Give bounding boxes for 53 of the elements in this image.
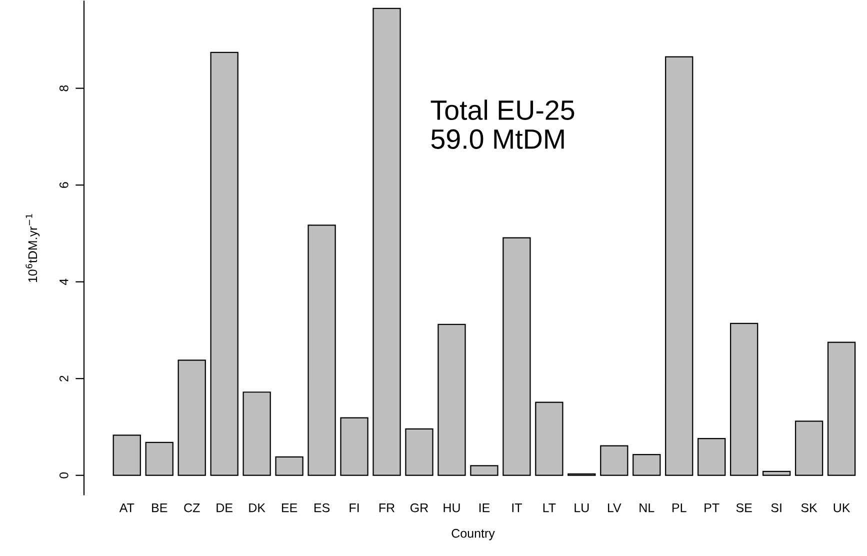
bar <box>340 417 368 476</box>
x-axis-title: Country <box>452 528 495 540</box>
x-tick-label: CZ <box>184 503 200 512</box>
bar <box>438 324 466 476</box>
bar <box>698 438 726 476</box>
bar <box>242 392 271 476</box>
bar <box>600 445 628 476</box>
bar <box>210 52 238 476</box>
x-tick-label: BE <box>152 503 168 512</box>
y-tick-label: 0 <box>59 472 68 478</box>
bar <box>308 224 336 476</box>
x-tick-label: FR <box>379 503 395 512</box>
x-tick-label: FI <box>350 503 359 512</box>
x-tick-label: UK <box>834 503 850 512</box>
x-tick-label: EE <box>282 503 298 512</box>
y-tick-label: 6 <box>59 182 68 188</box>
bar <box>762 470 791 476</box>
x-tick-label: IT <box>512 503 522 512</box>
x-tick-label: AT <box>119 503 134 512</box>
x-tick-label: DE <box>216 503 232 512</box>
bar <box>665 56 694 476</box>
x-tick-label: LT <box>543 503 556 512</box>
bar <box>178 360 206 476</box>
y-tick-label: 2 <box>59 376 68 382</box>
bar <box>827 342 856 476</box>
x-tick-label: SK <box>801 503 818 512</box>
x-tick-label: PT <box>704 503 720 512</box>
bar <box>535 402 564 476</box>
x-tick-label: ES <box>314 503 330 512</box>
bar <box>632 454 661 476</box>
bar <box>470 465 498 476</box>
y-tick-label: 8 <box>59 85 68 92</box>
bar <box>145 442 174 476</box>
x-tick-label: LV <box>608 503 622 512</box>
bar <box>730 322 758 476</box>
x-tick-label: GR <box>410 503 428 512</box>
x-tick-label: PL <box>672 503 686 512</box>
bar <box>372 8 401 476</box>
x-tick-label: DK <box>249 503 266 512</box>
annotation: Total EU-25 59.0 MtDM <box>430 100 574 149</box>
y-axis-title: 10$^{6}$tDM.yr$^{−1}$ <box>26 214 40 282</box>
bar <box>405 428 434 476</box>
x-tick-label: IE <box>479 503 490 512</box>
bar <box>502 237 531 476</box>
bar <box>794 420 824 476</box>
bar <box>112 434 141 476</box>
x-tick-label: HU <box>444 503 460 512</box>
y-tick-label: 4 <box>60 278 68 286</box>
x-tick-label: LU <box>574 503 589 512</box>
x-tick-label: SE <box>736 503 752 512</box>
x-tick-label: NL <box>640 503 654 512</box>
bar <box>275 456 304 476</box>
x-tick-label: SI <box>771 503 782 512</box>
